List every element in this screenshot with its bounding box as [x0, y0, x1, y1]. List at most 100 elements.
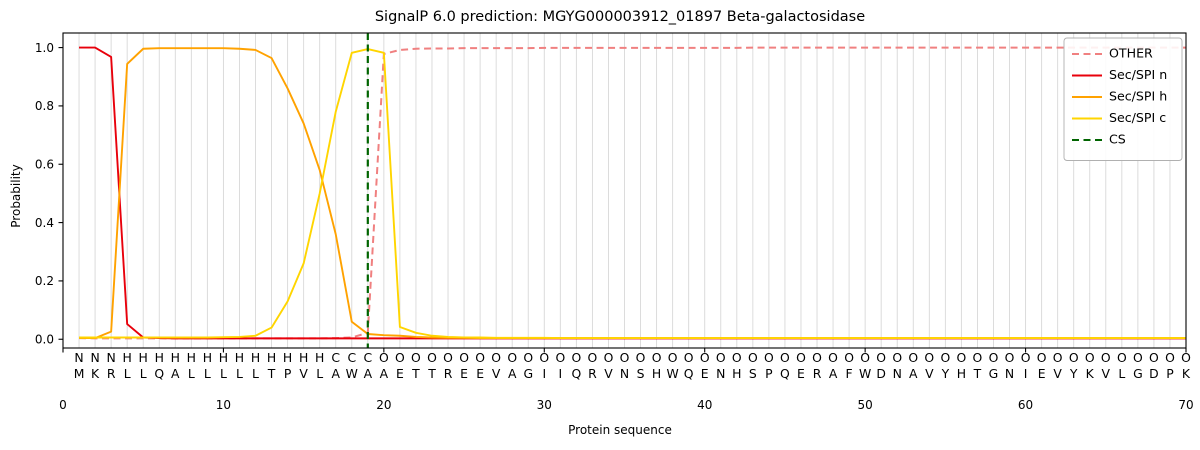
annotation-letter: O [475, 350, 485, 365]
y-tick-label: 0.6 [35, 158, 54, 172]
x-tick-label: 0 [59, 398, 67, 412]
sequence-track: NMNKNRHLHLHQHAHLHLHLHLHLHTHPHVHLCACWCAOA… [74, 350, 1191, 381]
annotation-letter: H [235, 350, 244, 365]
sequence-residue: L [236, 366, 243, 381]
x-tick-label: 10 [216, 398, 231, 412]
annotation-letter: O [844, 350, 854, 365]
annotation-letter: O [780, 350, 790, 365]
x-axis-label: Protein sequence [568, 423, 672, 437]
annotation-letter: O [1181, 350, 1191, 365]
sequence-residue: V [925, 366, 934, 381]
series-line-other [79, 46, 1186, 340]
sequence-residue: Q [154, 366, 164, 381]
annotation-letter: O [379, 350, 389, 365]
legend-box [1063, 37, 1183, 161]
annotation-letter: C [347, 350, 356, 365]
annotation-letter: O [684, 350, 694, 365]
sequence-residue: A [380, 366, 389, 381]
sequence-residue: A [829, 366, 838, 381]
legend-label-sec-spi-h: Sec/SPI h [1109, 89, 1167, 104]
legend-label-sec-spi-c: Sec/SPI c [1109, 110, 1166, 125]
annotation-letter: O [539, 350, 549, 365]
y-tick-label: 0.4 [35, 216, 54, 230]
annotation-letter: O [427, 350, 437, 365]
annotation-letter: O [812, 350, 822, 365]
sequence-residue: W [859, 366, 871, 381]
sequence-residue: L [220, 366, 227, 381]
sequence-residue: M [74, 366, 85, 381]
annotation-letter: H [123, 350, 132, 365]
sequence-residue: T [973, 366, 982, 381]
sequence-residue: K [1086, 366, 1095, 381]
sequence-residue: E [1038, 366, 1046, 381]
sequence-residue: L [140, 366, 147, 381]
x-tick-label: 60 [1018, 398, 1033, 412]
sequence-residue: K [1182, 366, 1191, 381]
y-axis-label: Probability [9, 164, 23, 227]
sequence-residue: I [542, 366, 546, 381]
sequence-residue: V [492, 366, 501, 381]
sequence-residue: E [460, 366, 468, 381]
sequence-residue: L [124, 366, 131, 381]
annotation-letter: O [1133, 350, 1143, 365]
annotation-letter: O [1053, 350, 1063, 365]
annotation-letter: O [1037, 350, 1047, 365]
x-tick-label: 20 [376, 398, 391, 412]
sequence-residue: W [666, 366, 678, 381]
annotation-letter: N [106, 350, 115, 365]
x-tick-label: 70 [1178, 398, 1193, 412]
annotation-letter: O [892, 350, 902, 365]
annotation-letter: O [764, 350, 774, 365]
sequence-residue: V [1053, 366, 1062, 381]
sequence-residue: P [765, 366, 773, 381]
sequence-residue: K [91, 366, 100, 381]
sequence-residue: A [909, 366, 918, 381]
annotation-letter: O [989, 350, 999, 365]
annotation-letter: H [155, 350, 164, 365]
annotation-letter: H [251, 350, 260, 365]
annotation-letter: O [957, 350, 967, 365]
annotation-letter: O [523, 350, 533, 365]
annotation-letter: O [924, 350, 934, 365]
sequence-residue: L [316, 366, 323, 381]
series-line-sec-spi-n [79, 46, 1186, 340]
annotation-letter: H [187, 350, 196, 365]
annotation-letter: O [908, 350, 918, 365]
sequence-residue: L [252, 366, 259, 381]
sequence-residue: H [652, 366, 661, 381]
annotation-letter: O [1149, 350, 1159, 365]
sequence-residue: Y [941, 366, 950, 381]
annotation-letter: O [1165, 350, 1175, 365]
sequence-residue: T [427, 366, 436, 381]
annotation-letter: O [555, 350, 565, 365]
annotation-letter: O [395, 350, 405, 365]
annotation-letter: O [796, 350, 806, 365]
sequence-residue: L [188, 366, 195, 381]
x-tick-label: 40 [697, 398, 712, 412]
sequence-residue: A [364, 366, 373, 381]
annotation-letter: C [363, 350, 372, 365]
sequence-residue: Q [571, 366, 581, 381]
sequence-residue: S [749, 366, 757, 381]
annotation-letter: O [828, 350, 838, 365]
y-tick-label: 0.0 [35, 333, 54, 347]
annotation-letter: O [411, 350, 421, 365]
annotation-letter: N [74, 350, 83, 365]
sequence-residue: H [957, 366, 966, 381]
sequence-residue: V [604, 366, 613, 381]
sequence-residue: G [989, 366, 999, 381]
sequence-residue: A [508, 366, 517, 381]
legend: OTHER Sec/SPI n Sec/SPI h Sec/SPI c CS [1063, 37, 1183, 161]
sequence-residue: T [267, 366, 276, 381]
sequence-residue: R [588, 366, 597, 381]
series-layer [79, 46, 1186, 340]
sequence-residue: T [411, 366, 420, 381]
plot-frame [62, 32, 1187, 349]
sequence-residue: N [893, 366, 902, 381]
annotation-letter: O [940, 350, 950, 365]
sequence-residue: E [797, 366, 805, 381]
annotation-letter: O [700, 350, 710, 365]
sequence-residue: N [1005, 366, 1014, 381]
annotation-letter: O [1005, 350, 1015, 365]
sequence-residue: I [559, 366, 563, 381]
